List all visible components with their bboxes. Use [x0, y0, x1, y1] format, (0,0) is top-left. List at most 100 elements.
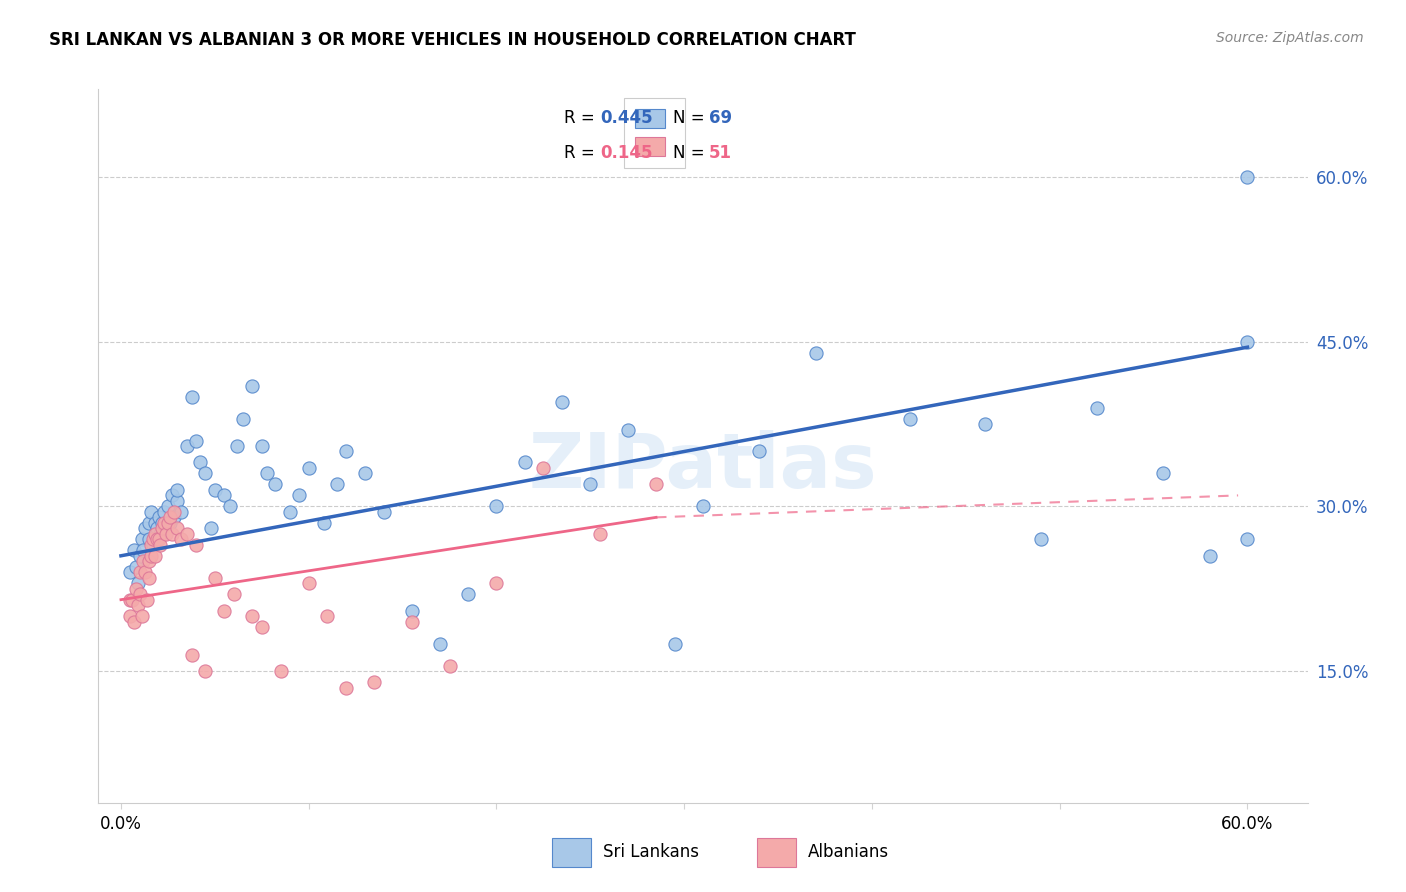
Point [617, 423, 640, 437]
Point [298, 461, 321, 475]
Point [148, 510, 170, 524]
Point [212, 488, 235, 502]
Point [335, 444, 357, 458]
Point [131, 609, 153, 624]
Point [232, 411, 254, 425]
FancyBboxPatch shape [551, 838, 591, 867]
Point [278, 505, 301, 519]
Text: N =: N = [672, 145, 704, 162]
Point [120, 566, 142, 580]
Point [439, 658, 461, 673]
Point [513, 455, 536, 469]
Point [264, 477, 287, 491]
Point [138, 516, 160, 530]
Point [1152, 467, 1174, 481]
Point [122, 543, 145, 558]
Point [145, 533, 167, 547]
Point [142, 538, 165, 552]
Point [139, 505, 162, 519]
Point [159, 510, 181, 524]
Point [270, 664, 292, 678]
Point [153, 516, 176, 530]
Point [194, 664, 217, 678]
Point [153, 505, 176, 519]
Point [373, 505, 395, 519]
Point [226, 439, 249, 453]
Point [363, 675, 385, 690]
Point [149, 526, 172, 541]
Point [256, 467, 278, 481]
Point [121, 592, 143, 607]
Point [184, 434, 207, 448]
Point [166, 521, 188, 535]
Point [122, 615, 145, 629]
Text: Sri Lankans: Sri Lankans [603, 843, 699, 861]
Point [181, 390, 204, 404]
Point [125, 559, 148, 574]
Point [176, 439, 198, 453]
Text: R =: R = [564, 145, 595, 162]
Point [134, 521, 156, 535]
Point [485, 576, 508, 591]
Point [125, 582, 148, 596]
Point [1199, 549, 1222, 563]
Point [194, 467, 217, 481]
Point [664, 637, 686, 651]
Text: Albanians: Albanians [808, 843, 890, 861]
Point [485, 500, 508, 514]
Point [131, 533, 153, 547]
Point [1236, 169, 1258, 184]
Point [138, 571, 160, 585]
Text: 51: 51 [709, 145, 733, 162]
Point [212, 604, 235, 618]
Point [132, 554, 155, 568]
Point [645, 477, 668, 491]
Point [148, 533, 170, 547]
Point [166, 483, 188, 497]
Point [170, 505, 193, 519]
Point [204, 571, 226, 585]
Point [150, 516, 173, 530]
Text: N =: N = [672, 109, 704, 127]
Point [139, 549, 162, 563]
Point [1029, 533, 1052, 547]
Point [156, 516, 179, 530]
Point [354, 467, 377, 481]
Text: Source: ZipAtlas.com: Source: ZipAtlas.com [1216, 31, 1364, 45]
Point [150, 521, 173, 535]
Point [1085, 401, 1108, 415]
Point [156, 500, 179, 514]
Text: 69: 69 [709, 109, 733, 127]
Point [804, 345, 827, 359]
Point [149, 538, 172, 552]
Point [127, 598, 149, 612]
Text: SRI LANKAN VS ALBANIAN 3 OR MORE VEHICLES IN HOUSEHOLD CORRELATION CHART: SRI LANKAN VS ALBANIAN 3 OR MORE VEHICLE… [49, 31, 856, 49]
Point [160, 488, 183, 502]
Point [143, 526, 166, 541]
Point [335, 681, 357, 695]
Point [159, 516, 181, 530]
Point [1236, 334, 1258, 349]
Text: 0.445: 0.445 [600, 109, 652, 127]
Point [1236, 533, 1258, 547]
Point [128, 566, 150, 580]
Legend: , : , [624, 97, 686, 168]
Point [429, 637, 451, 651]
Point [160, 526, 183, 541]
Point [143, 516, 166, 530]
Point [898, 411, 921, 425]
FancyBboxPatch shape [758, 838, 796, 867]
Point [184, 538, 207, 552]
Point [166, 494, 188, 508]
Point [298, 576, 321, 591]
Point [579, 477, 602, 491]
Point [136, 592, 159, 607]
Point [589, 526, 612, 541]
Point [134, 566, 156, 580]
Point [139, 538, 162, 552]
Point [120, 609, 142, 624]
Point [200, 521, 222, 535]
Point [162, 510, 184, 524]
Point [326, 477, 349, 491]
Point [973, 417, 995, 431]
